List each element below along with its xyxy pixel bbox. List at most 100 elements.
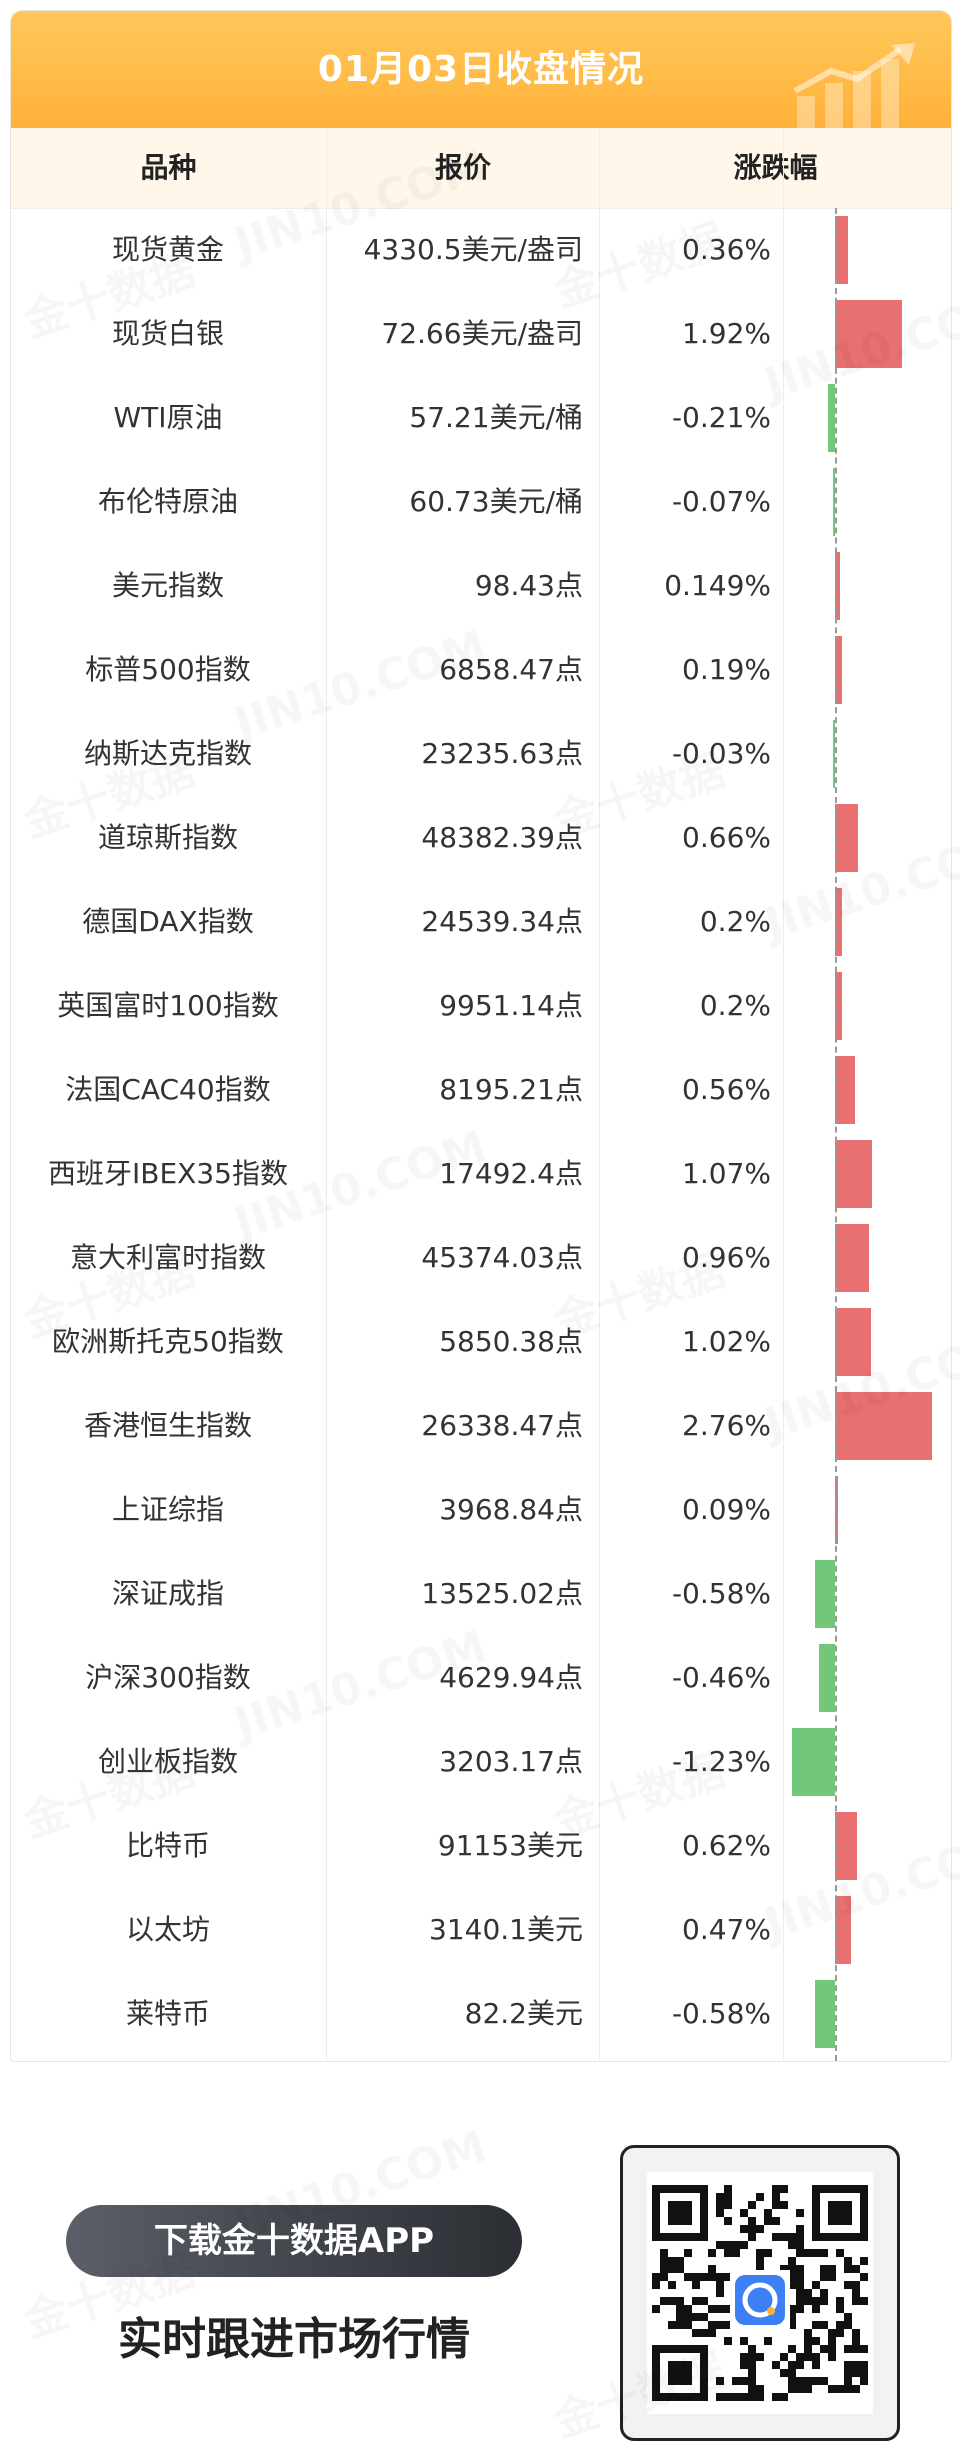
instrument-change: 2.76% — [682, 1409, 771, 1442]
table-header: 品种 报价 涨跌幅 — [11, 128, 951, 209]
instrument-price: 8195.21点 — [439, 1073, 583, 1106]
instrument-change: -0.21% — [671, 401, 771, 434]
title-banner: 01月03日收盘情况 — [11, 11, 951, 128]
table-row: WTI原油 57.21美元/桶 -0.21% — [11, 376, 951, 460]
instrument-price: 6858.47点 — [439, 653, 583, 686]
column-header-name: 品种 — [140, 151, 197, 184]
table-row: 创业板指数 3203.17点 -1.23% — [11, 1720, 951, 1804]
instrument-price: 13525.02点 — [421, 1577, 583, 1610]
instrument-price: 72.66美元/盎司 — [381, 317, 583, 350]
qr-code-icon — [652, 2185, 868, 2401]
quote-card: 01月03日收盘情况 品种 报价 涨跌幅 现货黄金 4330.5美元/盎司 0.36… — [10, 10, 952, 2062]
instrument-change: -0.46% — [671, 1661, 771, 1694]
instrument-name: 标普500指数 — [85, 653, 251, 686]
column-divider — [599, 128, 600, 2061]
instrument-price: 23235.63点 — [421, 737, 583, 770]
download-app-button[interactable]: 下载金十数据APP — [66, 2205, 522, 2277]
instrument-change: 0.09% — [682, 1493, 771, 1526]
table-row: 标普500指数 6858.47点 0.19% — [11, 628, 951, 712]
instrument-name: 比特币 — [125, 1829, 210, 1862]
instrument-name: 道琼斯指数 — [97, 821, 238, 854]
table-row: 以太坊 3140.1美元 0.47% — [11, 1888, 951, 1972]
change-bar — [835, 216, 848, 284]
slogan-text: 实时跟进市场行情 — [118, 2314, 470, 2365]
change-bar — [814, 1980, 835, 2048]
instrument-name: 德国DAX指数 — [82, 905, 254, 938]
table-row: 比特币 91153美元 0.62% — [11, 1804, 951, 1888]
table-row: 沪深300指数 4629.94点 -0.46% — [11, 1636, 951, 1720]
instrument-change: 0.149% — [664, 569, 771, 602]
change-bar — [832, 468, 835, 536]
instrument-change: 0.47% — [682, 1913, 771, 1946]
instrument-change: 0.56% — [682, 1073, 771, 1106]
change-bar — [835, 1392, 932, 1460]
qr-code — [620, 2145, 900, 2441]
change-bar — [835, 1140, 873, 1208]
instrument-price: 17492.4点 — [439, 1157, 583, 1190]
instrument-change: -0.58% — [671, 1577, 771, 1610]
instrument-name: 法国CAC40指数 — [65, 1073, 271, 1106]
table-row: 上证综指 3968.84点 0.09% — [11, 1468, 951, 1552]
instrument-name: 沪深300指数 — [85, 1661, 251, 1694]
table-row: 法国CAC40指数 8195.21点 0.56% — [11, 1048, 951, 1132]
instrument-name: 意大利富时指数 — [69, 1241, 266, 1274]
instrument-name: 香港恒生指数 — [83, 1409, 252, 1442]
instrument-price: 48382.39点 — [421, 821, 583, 854]
change-bar — [818, 1644, 835, 1712]
instrument-change: 1.02% — [682, 1325, 771, 1358]
change-bar — [835, 804, 859, 872]
instrument-change: -0.07% — [671, 485, 771, 518]
instrument-change: -0.58% — [671, 1997, 771, 2030]
instrument-price: 24539.34点 — [421, 905, 583, 938]
table-row: 深证成指 13525.02点 -0.58% — [11, 1552, 951, 1636]
instrument-price: 60.73美元/桶 — [409, 485, 583, 518]
change-bar — [835, 1224, 869, 1292]
change-bar — [827, 384, 835, 452]
instrument-price: 3140.1美元 — [429, 1913, 583, 1946]
table-row: 莱特币 82.2美元 -0.58% — [11, 1972, 951, 2056]
change-bar — [833, 720, 835, 788]
change-bar — [835, 1308, 871, 1376]
instrument-name: 现货黄金 — [111, 233, 224, 266]
instrument-price: 26338.47点 — [421, 1409, 583, 1442]
instrument-name: 深证成指 — [111, 1577, 224, 1610]
instrument-change: 0.19% — [682, 653, 771, 686]
instrument-price: 45374.03点 — [421, 1241, 583, 1274]
column-header-price: 报价 — [434, 151, 491, 184]
instrument-price: 98.43点 — [474, 569, 583, 602]
instrument-price: 4629.94点 — [439, 1661, 583, 1694]
table-row: 道琼斯指数 48382.39点 0.66% — [11, 796, 951, 880]
instrument-name: 欧洲斯托克50指数 — [52, 1325, 284, 1358]
table-row: 香港恒生指数 26338.47点 2.76% — [11, 1384, 951, 1468]
instrument-name: 以太坊 — [125, 1913, 210, 1946]
instrument-name: 上证综指 — [111, 1493, 224, 1526]
table-row: 现货白银 72.66美元/盎司 1.92% — [11, 292, 951, 376]
instrument-change: -0.03% — [671, 737, 771, 770]
trend-up-icon — [793, 43, 915, 128]
instrument-name: 西班牙IBEX35指数 — [48, 1157, 288, 1190]
instrument-change: 0.2% — [699, 905, 771, 938]
instrument-price: 91153美元 — [437, 1829, 583, 1862]
column-divider — [326, 128, 327, 2061]
change-bar — [835, 300, 903, 368]
instrument-change: 0.66% — [682, 821, 771, 854]
change-bar — [835, 972, 842, 1040]
instrument-name: 英国富时100指数 — [57, 989, 279, 1022]
instrument-name: 布伦特原油 — [97, 485, 238, 518]
instrument-price: 82.2美元 — [464, 1997, 583, 2030]
instrument-change: 0.2% — [699, 989, 771, 1022]
table-row: 纳斯达克指数 23235.63点 -0.03% — [11, 712, 951, 796]
instrument-price: 3968.84点 — [439, 1493, 583, 1526]
table-row: 意大利富时指数 45374.03点 0.96% — [11, 1216, 951, 1300]
instrument-price: 5850.38点 — [439, 1325, 583, 1358]
instrument-change: 1.92% — [682, 317, 771, 350]
change-bar — [791, 1728, 835, 1796]
instrument-change: 1.07% — [682, 1157, 771, 1190]
change-bar — [835, 1896, 852, 1964]
zero-axis-line — [835, 208, 837, 2061]
change-bar — [835, 1056, 855, 1124]
column-header-change: 涨跌幅 — [733, 151, 818, 184]
column-divider — [783, 128, 784, 2061]
instrument-change: 0.96% — [682, 1241, 771, 1274]
instrument-price: 4330.5美元/盎司 — [363, 233, 583, 266]
